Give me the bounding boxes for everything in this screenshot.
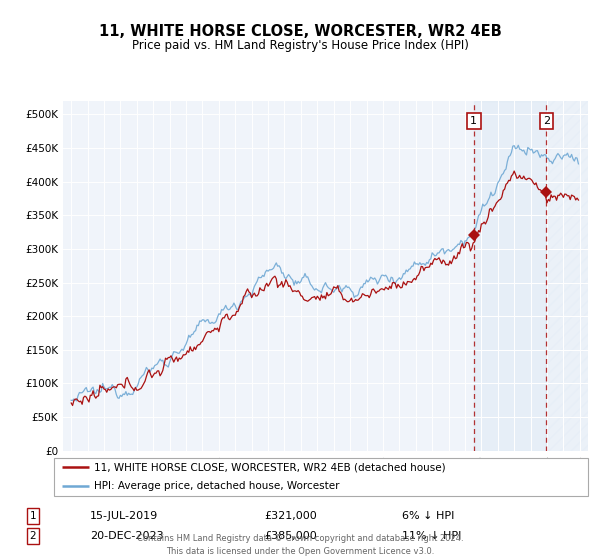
Text: 15-JUL-2019: 15-JUL-2019 [90, 511, 158, 521]
Text: 1: 1 [470, 116, 478, 126]
Text: 2: 2 [543, 116, 550, 126]
Text: Price paid vs. HM Land Registry's House Price Index (HPI): Price paid vs. HM Land Registry's House … [131, 39, 469, 53]
Text: HPI: Average price, detached house, Worcester: HPI: Average price, detached house, Worc… [94, 481, 340, 491]
Text: £321,000: £321,000 [264, 511, 317, 521]
FancyBboxPatch shape [54, 458, 588, 496]
Text: Contains HM Land Registry data © Crown copyright and database right 2024.
This d: Contains HM Land Registry data © Crown c… [137, 534, 463, 556]
Text: 11% ↓ HPI: 11% ↓ HPI [402, 531, 461, 541]
Text: 11, WHITE HORSE CLOSE, WORCESTER, WR2 4EB (detached house): 11, WHITE HORSE CLOSE, WORCESTER, WR2 4E… [94, 462, 446, 472]
Bar [474, 101, 547, 451]
Text: 6% ↓ HPI: 6% ↓ HPI [402, 511, 454, 521]
Text: 1: 1 [29, 511, 37, 521]
Bar [547, 101, 588, 451]
Text: 20-DEC-2023: 20-DEC-2023 [90, 531, 164, 541]
Text: 11, WHITE HORSE CLOSE, WORCESTER, WR2 4EB: 11, WHITE HORSE CLOSE, WORCESTER, WR2 4E… [98, 25, 502, 39]
Text: £385,000: £385,000 [264, 531, 317, 541]
Text: 2: 2 [29, 531, 37, 541]
